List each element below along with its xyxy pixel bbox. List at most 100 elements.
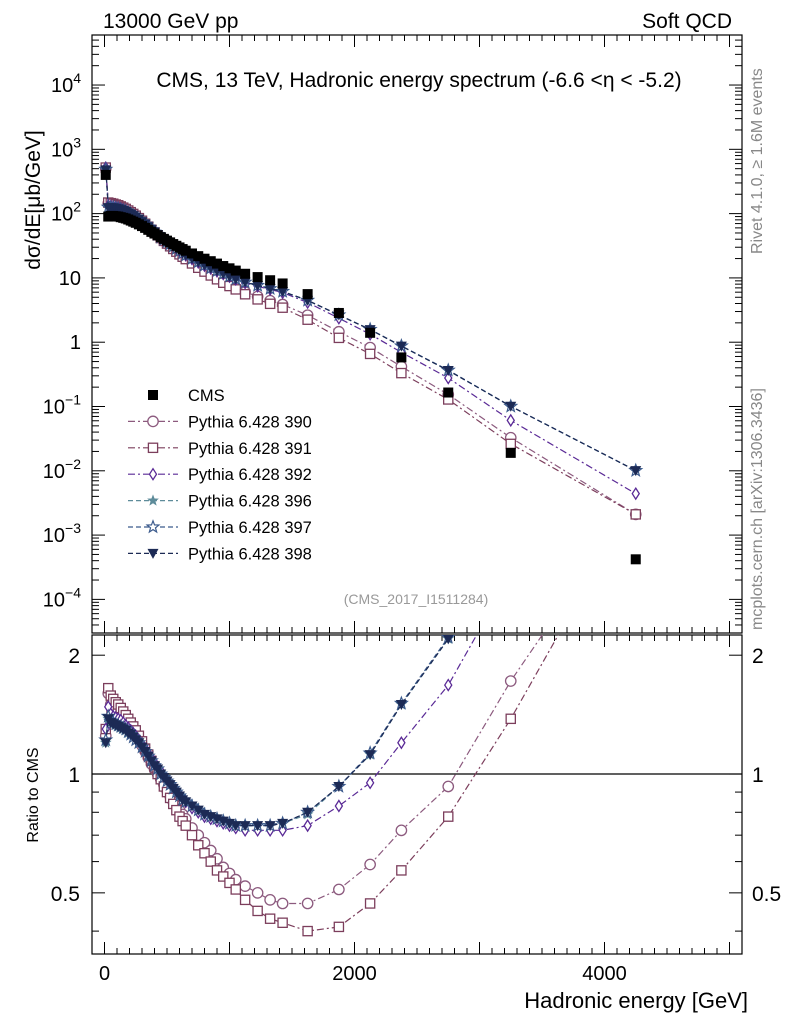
- ratio-point: [507, 569, 514, 580]
- legend-marker-4: [147, 494, 159, 506]
- legend-marker-3: [148, 467, 158, 481]
- y-axis-label: dσ/dE[μb/GeV]: [22, 130, 45, 269]
- ratio-point: [333, 921, 345, 933]
- cms-data-point: [180, 245, 191, 256]
- cms-data-point: [218, 261, 229, 272]
- ratio-point: [333, 781, 345, 792]
- ratio-point: [180, 820, 191, 831]
- cms-data-point: [396, 352, 407, 363]
- data-point: [277, 286, 289, 297]
- ratio-line-5: [105, 635, 450, 827]
- ratio-line-1: [105, 635, 543, 905]
- ratio-tick-label-left: 1: [68, 764, 80, 787]
- data-point: [442, 366, 454, 377]
- ratio-line-6: [105, 635, 451, 827]
- data-point: [264, 298, 276, 310]
- series-line-1: [105, 168, 637, 515]
- ratio-point: [334, 799, 344, 813]
- x-tick-label: 0: [99, 963, 110, 985]
- legend-label-4: Pythia 6.428 396: [188, 493, 312, 511]
- ratio-point: [264, 913, 276, 924]
- header-right: Soft QCD: [642, 10, 732, 33]
- ratio-tick-label-left: 0.5: [51, 883, 80, 906]
- header-left: 13000 GeV pp: [103, 10, 238, 33]
- ratio-tick-label-right: 1: [752, 764, 764, 787]
- ratio-point: [301, 897, 314, 910]
- ratio-point: [365, 776, 375, 790]
- ratio-point: [230, 884, 241, 895]
- data-point: [252, 294, 263, 305]
- ratio-point: [277, 917, 288, 928]
- ratio-point: [152, 764, 164, 775]
- ratio-point: [239, 880, 251, 892]
- analysis-tag: (CMS_2017_I1511284): [344, 591, 489, 607]
- data-point: [252, 280, 264, 291]
- legend-label-0: CMS: [188, 387, 225, 405]
- ratio-point: [364, 750, 376, 761]
- data-point: [264, 284, 276, 295]
- data-point: [506, 413, 516, 428]
- ratio-point: [632, 365, 639, 376]
- ratio-point: [396, 865, 407, 876]
- ratio-point: [180, 797, 192, 808]
- legend-marker-0: [148, 390, 158, 400]
- ratio-point: [264, 821, 276, 832]
- legend-label-6: Pythia 6.428 398: [188, 545, 312, 563]
- ratio-point: [277, 818, 289, 829]
- ratio-point: [211, 865, 223, 876]
- data-point: [333, 332, 345, 344]
- ratio-point: [239, 894, 251, 906]
- ratio-point: [224, 877, 235, 889]
- legend-marker-5: [145, 519, 161, 534]
- ratio-point: [443, 635, 454, 645]
- ratio-point: [192, 805, 204, 816]
- cms-data-point: [277, 278, 288, 289]
- ratio-point: [395, 700, 407, 711]
- series-line-6: [105, 169, 637, 472]
- data-point: [239, 277, 251, 288]
- ratio-point: [505, 484, 516, 494]
- side-text-bottom: mcplots.cern.ch [arXiv:1306.3436]: [749, 388, 766, 630]
- axis-ticks: [92, 34, 742, 954]
- data-point: [630, 466, 642, 477]
- main-panel-series: [98, 160, 644, 565]
- legend-label-3: Pythia 6.428 392: [188, 466, 312, 484]
- y-tick-label: 1: [70, 332, 81, 354]
- ratio-point: [442, 811, 454, 822]
- y-tick-label: 10: [59, 268, 81, 290]
- ratio-point: [186, 829, 198, 841]
- ratio-point: [442, 780, 455, 793]
- cms-data-point: [193, 251, 204, 262]
- ratio-point: [192, 840, 204, 851]
- legend-label-1: Pythia 6.428 390: [188, 413, 312, 431]
- cms-data-point: [302, 289, 313, 300]
- cms-data-point: [240, 268, 251, 279]
- ratio-point: [251, 887, 264, 899]
- cms-data-point: [365, 327, 376, 338]
- x-tick-label: 4000: [582, 963, 627, 985]
- ratio-point: [217, 871, 229, 882]
- data-point: [630, 509, 642, 520]
- ratio-point: [505, 713, 516, 725]
- data-point: [302, 314, 313, 325]
- cms-data-point: [224, 263, 235, 274]
- y-tick-label: 10−4: [43, 584, 81, 611]
- y-tick-label: 104: [51, 70, 81, 97]
- ratio-point: [239, 821, 251, 832]
- chart-title: CMS, 13 TeV, Hadronic energy spectrum (-…: [156, 69, 681, 92]
- cms-data-point: [505, 447, 516, 458]
- legend-marker-2: [147, 442, 159, 454]
- ratio-point: [505, 482, 517, 493]
- cms-data-point: [100, 169, 111, 180]
- ratio-point: [276, 897, 289, 910]
- ratio-point: [630, 223, 642, 234]
- legend-label-2: Pythia 6.428 391: [188, 440, 312, 458]
- ratio-tick-label-left: 2: [68, 645, 80, 668]
- legend-marker-6: [147, 548, 159, 559]
- y-tick-label: 103: [51, 134, 81, 161]
- ratio-point: [264, 894, 276, 906]
- cms-data-point: [199, 253, 210, 264]
- legend-marker-1: [147, 415, 159, 428]
- ratio-point: [630, 223, 642, 234]
- ratio-point: [303, 818, 312, 833]
